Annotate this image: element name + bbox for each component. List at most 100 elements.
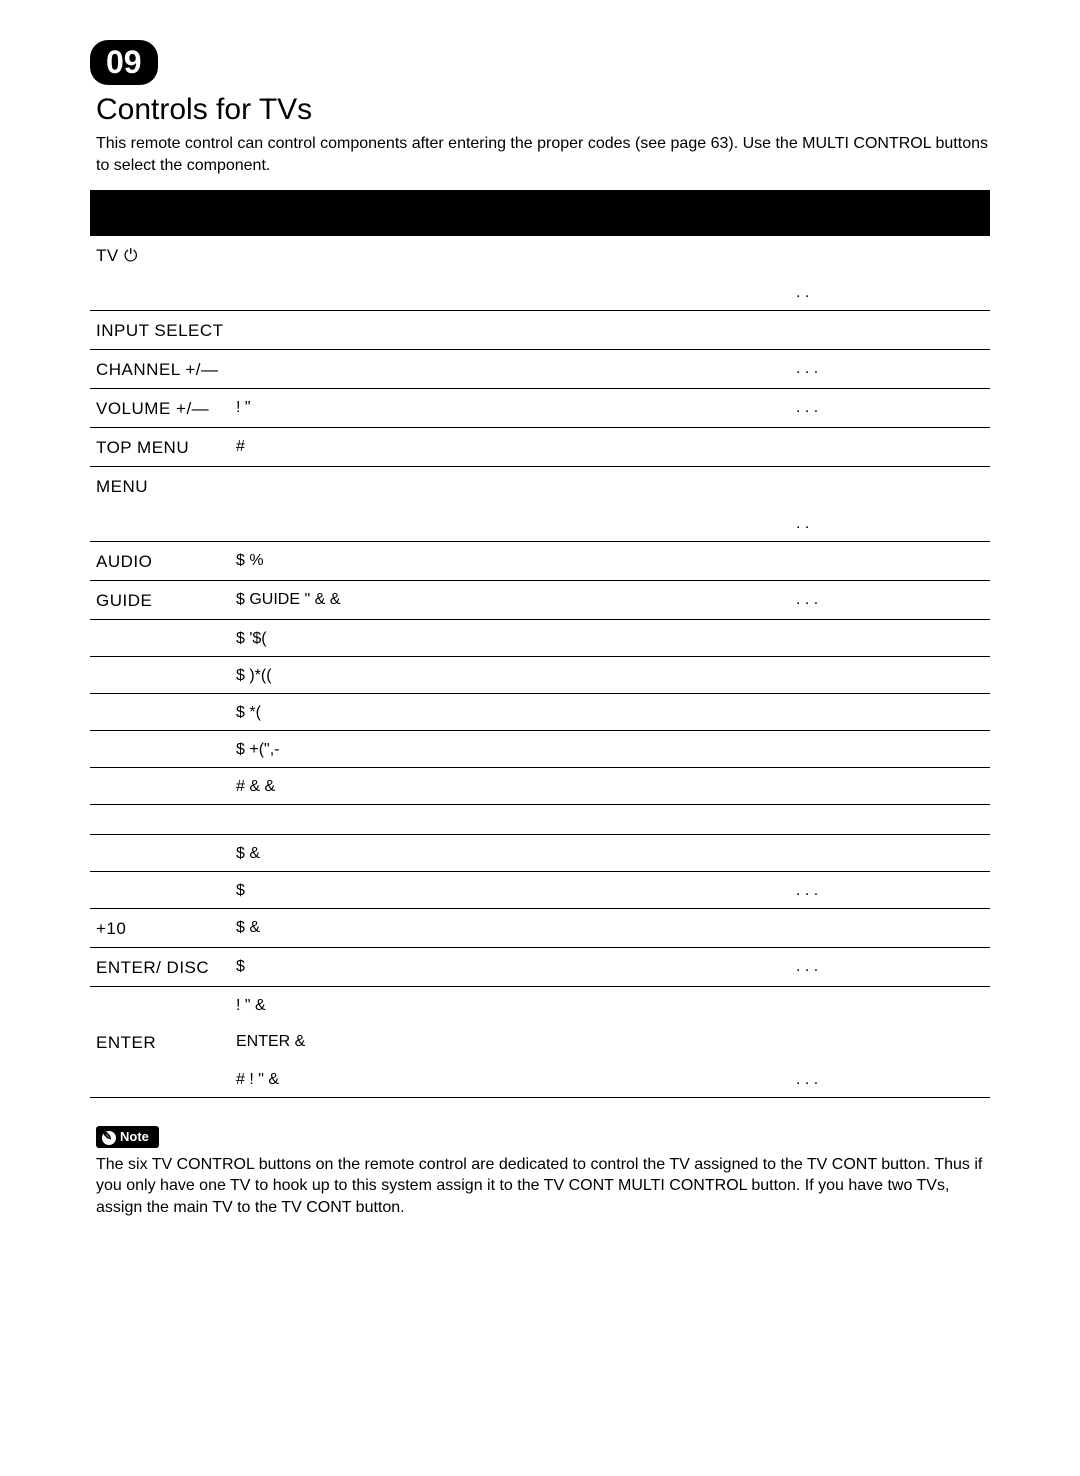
function-cable (790, 694, 990, 731)
function-cable (790, 835, 990, 872)
button-label: INPUT SELECT (90, 311, 230, 350)
button-label: ENTER (90, 1023, 230, 1061)
function-cable (790, 657, 990, 694)
button-label (90, 620, 230, 657)
note-text: The six TV CONTROL buttons on the remote… (96, 1154, 990, 1219)
section-title: Controls for TVs (96, 93, 990, 127)
function-cable (790, 620, 990, 657)
function-cable (790, 731, 990, 768)
button-label: +10 (90, 909, 230, 948)
function-tv (230, 805, 790, 835)
function-tv (230, 311, 790, 350)
button-label (90, 274, 230, 311)
table-row: TV ⏻ (90, 236, 990, 274)
table-row: GUIDE $ GUIDE " & & . . . (90, 581, 990, 620)
function-tv: $ )*(( (230, 657, 790, 694)
table-row: $ . . . (90, 872, 990, 909)
table-row: +10 $ & (90, 909, 990, 948)
function-tv: $ GUIDE " & & (230, 581, 790, 620)
function-cable (790, 909, 990, 948)
table-row: ! " & (90, 987, 990, 1024)
function-tv (230, 350, 790, 389)
pencil-icon (102, 1131, 116, 1145)
function-tv: $ *( (230, 694, 790, 731)
button-label (90, 694, 230, 731)
function-cable (790, 467, 990, 506)
function-tv: # ! " & (230, 1061, 790, 1098)
table-row: ENTER ENTER & (90, 1023, 990, 1061)
table-row: ENTER/ DISC $ . . . (90, 948, 990, 987)
button-label (90, 872, 230, 909)
button-label: VOLUME +/— (90, 389, 230, 428)
function-tv (230, 274, 790, 311)
table-row: # & & (90, 768, 990, 805)
table-row: CHANNEL +/— . . . (90, 350, 990, 389)
function-cable (790, 987, 990, 1024)
table-row (90, 805, 990, 835)
table-row: VOLUME +/— ! " . . . (90, 389, 990, 428)
function-tv: $ +(",- (230, 731, 790, 768)
function-tv: $ '$( (230, 620, 790, 657)
note-label: Note (120, 1129, 149, 1144)
button-label: TOP MENU (90, 428, 230, 467)
table-row: . . (90, 274, 990, 311)
note-block: Note The six TV CONTROL buttons on the r… (96, 1126, 990, 1218)
section-badge: 09 (90, 40, 158, 85)
function-cable: . . (790, 505, 990, 542)
function-cable (790, 311, 990, 350)
function-tv (230, 505, 790, 542)
function-cable (790, 805, 990, 835)
function-cable (790, 236, 990, 274)
button-label: CHANNEL +/— (90, 350, 230, 389)
button-label: MENU (90, 467, 230, 506)
table-row: INPUT SELECT (90, 311, 990, 350)
function-cable: . . . (790, 389, 990, 428)
cell-text: TV ⏻ (96, 246, 138, 265)
table-row: # ! " & . . . (90, 1061, 990, 1098)
function-tv (230, 467, 790, 506)
intro-text: This remote control can control componen… (96, 133, 990, 176)
function-tv: $ (230, 948, 790, 987)
function-tv: $ & (230, 909, 790, 948)
table-row: $ )*(( (90, 657, 990, 694)
function-cable (790, 428, 990, 467)
table-row: $ +(",- (90, 731, 990, 768)
button-label (90, 805, 230, 835)
button-label (90, 987, 230, 1024)
button-label (90, 505, 230, 542)
function-cable: . . . (790, 1061, 990, 1098)
function-tv (230, 236, 790, 274)
button-label (90, 657, 230, 694)
controls-table: TV ⏻ . . INPUT SELECT CHANNEL +/— . . . … (90, 236, 990, 1098)
function-cable (790, 542, 990, 581)
button-label (90, 731, 230, 768)
button-label: GUIDE (90, 581, 230, 620)
function-cable: . . . (790, 948, 990, 987)
table-row: AUDIO $ % (90, 542, 990, 581)
function-tv: $ & (230, 835, 790, 872)
function-cable (790, 1023, 990, 1061)
function-cable: . . . (790, 581, 990, 620)
button-label (90, 768, 230, 805)
table-row: TOP MENU # (90, 428, 990, 467)
function-tv: ! " & (230, 987, 790, 1024)
function-tv: $ (230, 872, 790, 909)
table-header-bar (90, 190, 990, 236)
note-icon: Note (96, 1126, 159, 1148)
table-row: . . (90, 505, 990, 542)
button-label (90, 835, 230, 872)
function-tv: ENTER & (230, 1023, 790, 1061)
function-tv: # (230, 428, 790, 467)
function-cable: . . (790, 274, 990, 311)
table-row: $ '$( (90, 620, 990, 657)
function-cable: . . . (790, 872, 990, 909)
button-label (90, 1061, 230, 1098)
function-tv: $ % (230, 542, 790, 581)
button-label: ENTER/ DISC (90, 948, 230, 987)
function-cable (790, 768, 990, 805)
button-label: AUDIO (90, 542, 230, 581)
table-row: $ & (90, 835, 990, 872)
function-tv: # & & (230, 768, 790, 805)
function-cable: . . . (790, 350, 990, 389)
table-row: $ *( (90, 694, 990, 731)
